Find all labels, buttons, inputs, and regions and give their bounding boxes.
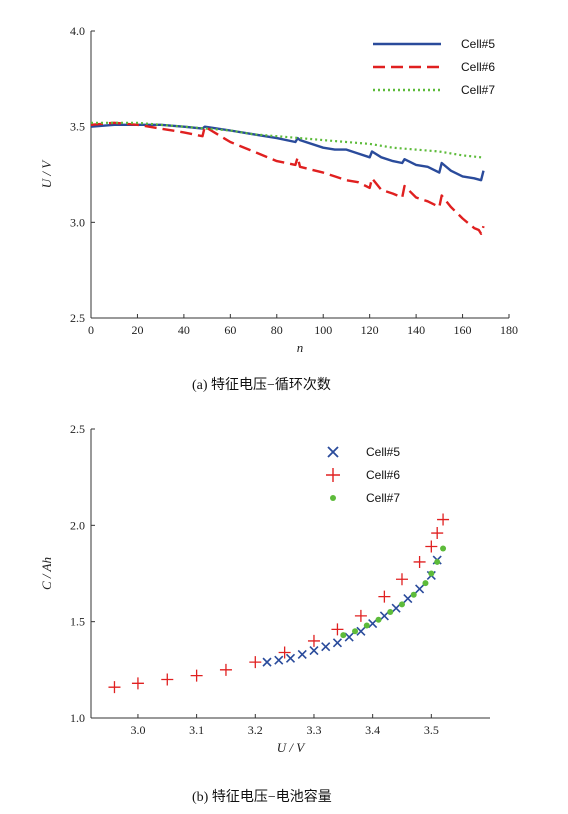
legend-label: Cell#6: [461, 60, 495, 74]
y-tick-label: 4.0: [70, 24, 85, 38]
data-point: [352, 628, 359, 635]
data-point: [344, 632, 354, 642]
x-tick-label: 3.2: [248, 723, 263, 737]
data-point: [340, 632, 347, 639]
series-cell7: [91, 121, 482, 159]
y-tick-label: 1.5: [70, 615, 85, 629]
x-tick-label: 40: [178, 323, 190, 337]
series-line: [90, 123, 485, 182]
data-point: [434, 558, 441, 565]
series-cell5: [262, 555, 442, 667]
data-point: [375, 616, 382, 623]
data-point: [403, 593, 413, 604]
x-tick-label: 20: [131, 323, 143, 337]
series-line: [91, 121, 482, 159]
data-point: [321, 642, 331, 652]
x-tick-label: 0: [88, 323, 94, 337]
series-cell6: [108, 513, 450, 694]
x-tick-label: 3.3: [306, 723, 321, 737]
data-point: [395, 573, 408, 586]
series-cell5: [90, 123, 485, 182]
x-tick-label: 120: [361, 323, 379, 337]
data-point: [398, 601, 405, 608]
figure-caption: (b) 特征电压−电池容量: [192, 788, 332, 805]
data-point: [278, 646, 291, 659]
legend-label: Cell#7: [461, 83, 495, 97]
x-tick-label: 160: [454, 323, 472, 337]
y-axis-label: C / Ah: [39, 557, 54, 590]
data-point: [437, 513, 450, 526]
series-cell7: [340, 545, 447, 639]
series-cell6: [90, 121, 485, 235]
data-point: [262, 657, 272, 667]
x-tick-label: 100: [314, 323, 332, 337]
legend-swatch: [326, 468, 340, 482]
chart-a: 0 20 40 60 80 100 120 140 160 180 2.5 3.0 3.5 4.0 n U /…: [39, 24, 518, 393]
data-point: [285, 653, 296, 663]
data-point: [363, 622, 370, 629]
data-point: [379, 611, 389, 621]
data-point: [391, 603, 401, 613]
x-tick-label: 3.4: [365, 723, 380, 737]
chart-b: 3.0 3.1 3.2 3.3 3.4 3.5 1.0 1.5 2.0 2.5 U / V C / A…: [39, 422, 490, 805]
y-tick-label: 2.5: [70, 311, 85, 325]
data-point: [428, 570, 435, 577]
x-tick-label: 3.0: [130, 723, 145, 737]
data-point: [387, 609, 394, 616]
data-point: [356, 626, 366, 636]
data-point: [431, 527, 444, 540]
x-tick-label: 60: [224, 323, 236, 337]
data-point: [219, 663, 232, 676]
data-point: [425, 540, 438, 553]
y-tick-label: 2.5: [70, 422, 85, 436]
data-point: [354, 609, 367, 622]
data-point: [422, 580, 429, 587]
data-point: [332, 638, 343, 648]
x-tick-label: 180: [500, 323, 518, 337]
data-point: [190, 669, 203, 682]
legend: Cell#5 Cell#6 Cell#7: [326, 445, 400, 505]
y-tick-label: 3.5: [70, 120, 85, 134]
data-point: [108, 681, 121, 694]
y-axis-label: U / V: [39, 159, 54, 189]
legend-label: Cell#5: [461, 37, 495, 51]
x-tick-label: 140: [407, 323, 425, 337]
figure-caption: (a) 特征电压−循环次数: [192, 377, 331, 393]
x-tick-label: 80: [271, 323, 283, 337]
data-point: [249, 656, 262, 669]
data-point: [440, 545, 447, 552]
legend: Cell#5 Cell#6 Cell#7: [373, 37, 495, 97]
legend-label: Cell#5: [366, 445, 400, 459]
x-axis-label: n: [297, 340, 304, 355]
y-tick-label: 2.0: [70, 518, 85, 532]
data-point: [415, 584, 425, 594]
data-point: [413, 555, 426, 568]
data-point: [309, 646, 319, 656]
legend-swatch: [327, 446, 339, 458]
data-point: [368, 619, 378, 629]
data-point: [378, 590, 391, 603]
data-point: [131, 677, 144, 690]
x-axis-label: U / V: [277, 740, 307, 755]
x-tick-label: 3.1: [189, 723, 204, 737]
data-point: [274, 655, 284, 665]
data-point: [331, 623, 344, 636]
y-tick-label: 3.0: [70, 215, 85, 229]
legend-label: Cell#6: [366, 468, 400, 482]
data-point: [410, 591, 417, 598]
data-point: [297, 649, 307, 659]
legend-swatch: [330, 495, 336, 501]
series-line: [90, 121, 485, 235]
legend-label: Cell#7: [366, 491, 400, 505]
x-tick-label: 3.5: [424, 723, 439, 737]
data-point: [307, 634, 320, 647]
data-point: [161, 673, 174, 686]
y-tick-label: 1.0: [70, 711, 85, 725]
